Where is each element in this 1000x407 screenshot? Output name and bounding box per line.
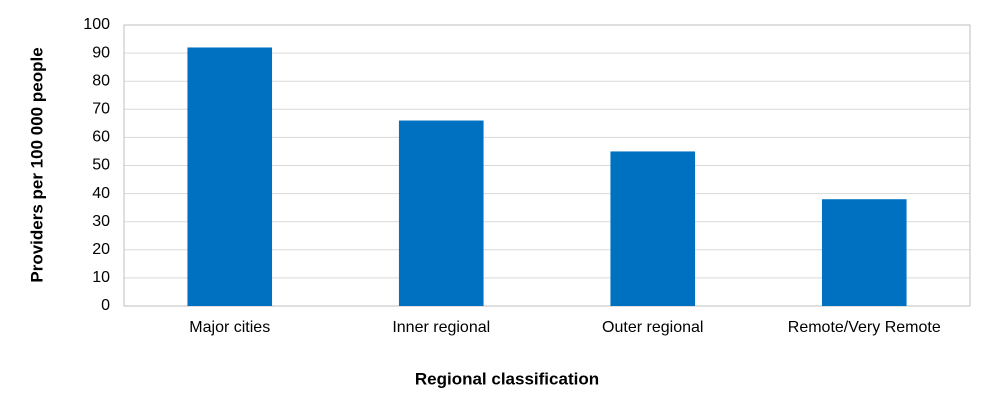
x-tick-label: Inner regional bbox=[392, 319, 490, 336]
x-tick-label: Outer regional bbox=[602, 319, 703, 336]
y-tick-label: 50 bbox=[92, 157, 110, 174]
y-tick-label: 60 bbox=[92, 129, 110, 146]
y-tick-label: 0 bbox=[101, 297, 110, 314]
bar bbox=[398, 120, 484, 306]
y-tick-label: 10 bbox=[92, 269, 110, 286]
x-axis-title: Regional classification bbox=[415, 369, 599, 388]
y-tick-label: 100 bbox=[83, 16, 110, 33]
x-tick-label: Major cities bbox=[189, 319, 270, 336]
y-axis-title: Providers per 100 000 people bbox=[27, 47, 46, 282]
y-tick-label: 90 bbox=[92, 44, 110, 61]
y-tick-label: 20 bbox=[92, 241, 110, 258]
bar bbox=[187, 47, 273, 306]
plot-border bbox=[123, 24, 971, 307]
x-tick-label: Remote/Very Remote bbox=[788, 319, 941, 336]
bar bbox=[610, 151, 696, 306]
y-tick-label: 70 bbox=[92, 101, 110, 118]
y-tick-label: 40 bbox=[92, 185, 110, 202]
y-tick-label: 80 bbox=[92, 72, 110, 89]
y-tick-label: 30 bbox=[92, 213, 110, 230]
bar bbox=[821, 199, 907, 306]
